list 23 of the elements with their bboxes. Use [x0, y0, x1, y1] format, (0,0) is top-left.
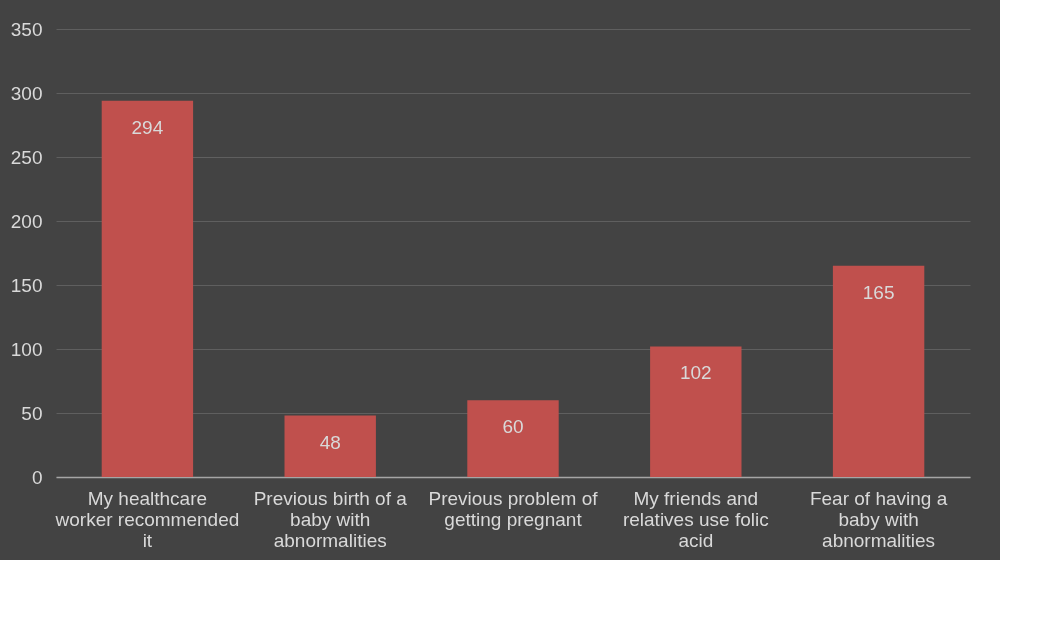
- x-tick-label: Previous birth of a baby with abnormalities: [253, 487, 408, 551]
- x-tick-label: Fear of having a baby with abnormalities: [809, 487, 948, 551]
- bar: [467, 400, 559, 477]
- y-tick-label: 150: [10, 274, 43, 296]
- x-tick-label: Previous problem of getting pregnant: [428, 487, 599, 530]
- y-tick-label: 350: [10, 18, 43, 40]
- data-label: 165: [862, 281, 895, 303]
- bar: [832, 265, 925, 477]
- y-tick-label: 250: [10, 146, 43, 168]
- data-label: 294: [131, 116, 164, 138]
- data-label: 48: [319, 431, 341, 453]
- x-tick-label: My healthcare worker recommended it: [54, 487, 240, 551]
- y-tick-label: 200: [10, 210, 43, 232]
- x-tick-label: My friends and relatives use folic acid: [622, 487, 769, 551]
- y-tick-label: 50: [21, 402, 43, 424]
- bar: [650, 346, 742, 477]
- y-tick-label: 0: [31, 466, 43, 488]
- bar: [101, 100, 194, 477]
- bar: [284, 415, 376, 477]
- y-tick-label: 100: [10, 338, 43, 360]
- y-tick-label: 300: [10, 82, 43, 104]
- data-label: 102: [679, 362, 712, 384]
- data-label: 60: [502, 416, 524, 438]
